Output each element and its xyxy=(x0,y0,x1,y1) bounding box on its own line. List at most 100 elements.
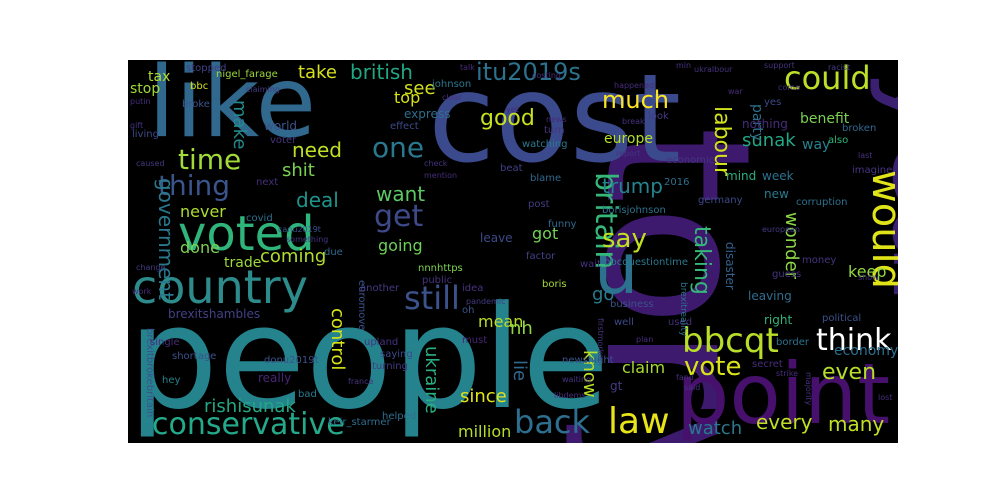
word-talk: talk xyxy=(460,63,475,72)
word-leave: leave xyxy=(480,231,513,245)
word-racist: racist xyxy=(828,63,851,72)
word-costing: costing xyxy=(532,71,561,80)
word-saying: saying xyxy=(380,349,413,360)
word-mind: mind xyxy=(726,169,757,183)
word-brexitreality: brexitreality xyxy=(678,282,688,337)
word-putin: putin xyxy=(130,97,151,106)
word-must: must xyxy=(462,335,488,346)
word-turning: turning xyxy=(372,361,408,372)
word-majority: majority xyxy=(804,372,813,406)
word-last: last xyxy=(858,151,873,160)
word-country: country xyxy=(132,260,308,314)
word-claim: claim xyxy=(622,358,666,377)
word-hey: hey xyxy=(162,375,181,386)
word-see: see xyxy=(404,78,436,99)
word-think: think xyxy=(816,323,892,358)
word-really: really xyxy=(258,371,292,385)
word-every: every xyxy=(756,410,813,434)
word-leaving: leaving xyxy=(748,289,792,303)
word-guess: guess xyxy=(772,269,802,280)
word-need: need xyxy=(292,138,342,162)
word-another: another xyxy=(360,283,400,294)
word-report: report xyxy=(616,149,641,158)
word-done: done xyxy=(180,238,220,257)
word-vote: vote xyxy=(684,352,742,382)
word-wait: wait xyxy=(580,259,602,270)
word-since: since xyxy=(460,386,507,407)
word-borisjohnson: borisjohnson xyxy=(602,205,666,216)
word-turn: turn xyxy=(544,125,565,136)
word-war: war xyxy=(728,87,743,96)
word-business: business xyxy=(610,299,654,310)
word-mean: mean xyxy=(478,312,524,331)
word-government: government xyxy=(154,178,178,300)
word-many: many xyxy=(828,412,885,436)
word-news: news xyxy=(546,115,567,124)
word-work: work xyxy=(132,287,152,296)
word-upland: upland xyxy=(364,337,399,348)
word-bad: bad xyxy=(298,389,317,400)
word-keep: keep xyxy=(848,262,887,281)
word-watch: watch xyxy=(688,418,743,439)
word-shortage: shortage xyxy=(172,351,217,362)
word-public: public xyxy=(422,275,453,286)
word-france: france xyxy=(348,377,374,386)
word-want: want xyxy=(376,182,426,206)
word-still: still xyxy=(404,279,460,317)
word-yes: yes xyxy=(764,97,782,108)
word-johnson: johnson xyxy=(432,79,472,90)
word-post: post xyxy=(528,199,550,210)
word-strike: strike xyxy=(776,369,799,378)
word-economic: economic xyxy=(666,155,715,166)
word-firstmorker: firstmorker xyxy=(596,318,605,363)
word-caused: caused xyxy=(136,159,165,168)
word-take: take xyxy=(298,62,337,83)
word-control: control xyxy=(327,308,348,371)
word-fand: fand xyxy=(676,373,694,382)
word-time: time xyxy=(178,143,242,176)
word-idea: idea xyxy=(462,283,484,294)
word-economy: economy xyxy=(834,343,898,359)
word-well: well xyxy=(614,317,634,328)
word-people: people xyxy=(128,276,610,441)
word-effect: effect xyxy=(390,121,419,132)
word-even: even xyxy=(822,360,877,385)
word-never: never xyxy=(180,202,226,221)
word-british: british xyxy=(350,60,413,84)
word-pandemic: pandemic xyxy=(466,297,506,306)
word-show: show xyxy=(858,273,879,282)
word-going: going xyxy=(378,236,423,255)
word-nothing: nothing xyxy=(742,117,788,131)
word-something: something xyxy=(286,235,329,244)
word-express: express xyxy=(404,107,451,121)
word-trade: trade xyxy=(224,255,262,271)
word-million: million xyxy=(458,422,512,441)
word-clear: clear xyxy=(442,93,462,102)
word-money: money xyxy=(802,255,837,266)
word-beat: beat xyxy=(500,163,523,174)
word-funny: funny xyxy=(548,219,577,230)
word-change: change xyxy=(136,263,166,272)
word-nnnhttps: nnnhttps xyxy=(418,263,463,274)
word-due: due xyxy=(324,247,343,258)
word-brexitshambles: brexitshambles xyxy=(168,307,261,321)
word-germany: germany xyxy=(698,195,743,206)
word-next: next xyxy=(256,177,279,188)
word-got: got xyxy=(532,224,559,243)
word-new: new xyxy=(764,187,789,201)
word-euromove: euromove xyxy=(356,280,367,331)
word-blame: blame xyxy=(530,173,562,184)
word-single: single xyxy=(150,337,180,348)
word-break: break xyxy=(622,117,645,126)
word-broke: broke xyxy=(182,99,210,110)
word-point: point xyxy=(676,345,891,443)
word-back: back xyxy=(514,403,591,441)
word-cost: cost xyxy=(428,60,682,190)
word-much: much xyxy=(602,86,669,114)
word-look: look xyxy=(648,111,669,122)
word-yet: yet xyxy=(506,105,519,114)
word-bbc: bbc xyxy=(190,81,209,92)
word-itu2019s: itu2019s xyxy=(476,60,581,86)
word-week: week xyxy=(762,169,794,183)
word-waiting: waiting xyxy=(562,375,592,384)
